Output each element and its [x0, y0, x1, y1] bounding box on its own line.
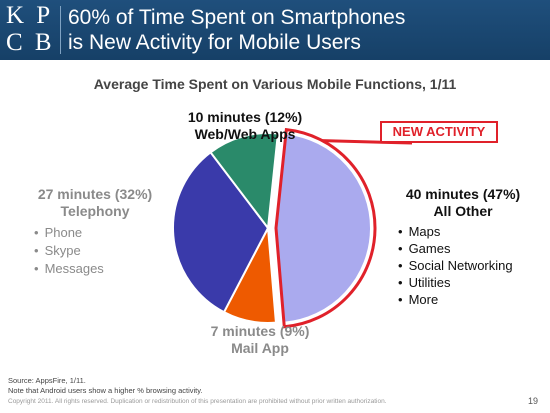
web-label-name: Web/Web Apps — [194, 126, 296, 142]
other-label-name: All Other — [433, 203, 493, 219]
page-number: 19 — [527, 396, 538, 406]
pie-slice-web-web-apps — [209, 132, 280, 231]
logo-line-2: C B — [6, 29, 55, 56]
source-note: Source: AppsFire, 1/11. Note that Androi… — [8, 376, 203, 396]
kpcb-logo: K P C B — [6, 2, 58, 58]
telephony-label-value: 27 minutes (32%) — [37, 186, 153, 202]
other-item: Social Networking — [398, 257, 538, 274]
mail-label: 7 minutes (9%) Mail App — [185, 323, 335, 357]
telephony-label-name: Telephony — [60, 203, 130, 219]
logo-divider — [60, 6, 61, 54]
telephony-item: Phone — [34, 224, 170, 242]
pie-slice-telephony — [172, 150, 270, 314]
new-activity-callout: NEW ACTIVITY — [380, 121, 498, 143]
mail-label-value: 7 minutes (9%) — [210, 323, 310, 339]
slide-title: 60% of Time Spent on Smartphones is New … — [68, 5, 538, 55]
copyright-notice: Copyright 2011. All rights reserved. Dup… — [8, 398, 387, 405]
other-item: Games — [398, 240, 538, 257]
source-note-line: Note that Android users show a higher % … — [8, 386, 203, 395]
other-item: Maps — [398, 223, 538, 240]
logo-line-1: K P — [6, 2, 54, 29]
source-line: Source: AppsFire, 1/11. — [8, 376, 86, 385]
other-items: Maps Games Social Networking Utilities M… — [398, 223, 538, 308]
other-label: 40 minutes (47%) All Other Maps Games So… — [388, 186, 538, 308]
chart-title: Average Time Spent on Various Mobile Fun… — [93, 76, 457, 92]
header-banner: K P C B 60% of Time Spent on Smartphones… — [0, 0, 550, 60]
web-label: 10 minutes (12%) Web/Web Apps — [170, 109, 320, 143]
telephony-label: 27 minutes (32%) Telephony Phone Skype M… — [20, 186, 170, 278]
telephony-item: Skype — [34, 242, 170, 260]
other-label-value: 40 minutes (47%) — [405, 186, 521, 202]
slide-title-line-1: 60% of Time Spent on Smartphones — [68, 6, 406, 29]
pie-slice-all-other — [274, 132, 372, 324]
slide-title-line-2: is New Activity for Mobile Users — [68, 31, 361, 54]
mail-label-name: Mail App — [231, 340, 289, 356]
other-item: Utilities — [398, 274, 538, 291]
other-item: More — [398, 291, 538, 308]
telephony-item: Messages — [34, 260, 170, 278]
telephony-items: Phone Skype Messages — [34, 224, 170, 278]
web-label-value: 10 minutes (12%) — [187, 109, 303, 125]
highlight-outline — [274, 127, 377, 329]
